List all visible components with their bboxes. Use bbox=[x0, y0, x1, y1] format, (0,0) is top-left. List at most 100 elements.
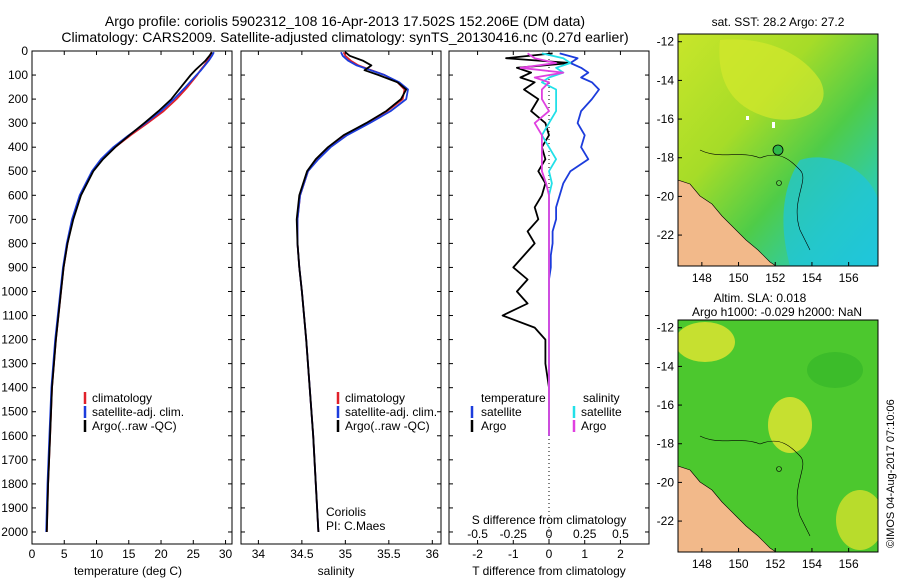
depth-tick-label: 700 bbox=[8, 212, 28, 226]
pi-label: PI: C.Maes bbox=[326, 519, 385, 533]
legend-label-argo: Argo(..raw -QC) bbox=[92, 419, 177, 433]
lon-tick-label: 156 bbox=[839, 557, 859, 571]
x-tick-label: 35.5 bbox=[377, 547, 401, 561]
depth-tick-label: 1600 bbox=[1, 429, 28, 443]
x-tick-label: 30 bbox=[219, 547, 233, 561]
lon-tick-label: 148 bbox=[692, 271, 712, 285]
lat-tick-label: -20 bbox=[657, 189, 675, 203]
depth-axis: 0 100 200 300 400 500 600 700 800 900 1000 1100 1200… bbox=[1, 44, 649, 539]
lat-tick-label: -22 bbox=[657, 514, 675, 528]
depth-tick-label: 1300 bbox=[1, 357, 28, 371]
salinity-legend: climatology satellite-adj. clim. Argo(..… bbox=[336, 391, 437, 433]
lon-tick-label: 150 bbox=[729, 271, 749, 285]
x-tick-label: 15 bbox=[122, 547, 136, 561]
legend-label-t-argo: Argo bbox=[481, 419, 507, 433]
data-centre-label: Coriolis bbox=[326, 505, 366, 519]
depth-tick-label: 500 bbox=[8, 164, 28, 178]
lon-tick-label: 154 bbox=[802, 557, 822, 571]
sla-low-patch bbox=[807, 352, 863, 388]
series-line-climatology bbox=[45, 51, 213, 533]
x-tick-label: 1 bbox=[581, 547, 588, 561]
sla-high-patch bbox=[768, 397, 812, 453]
salinity-series bbox=[295, 51, 409, 533]
sst-no-data-pixel bbox=[746, 116, 749, 120]
depth-tick-label: 600 bbox=[8, 188, 28, 202]
difference-legend: temperature satellite Argo salinity sate… bbox=[470, 391, 622, 433]
depth-tick-label: 1000 bbox=[1, 284, 28, 298]
temperature-legend: climatology satellite-adj. clim. Argo(..… bbox=[83, 391, 184, 433]
sla-map bbox=[678, 320, 878, 552]
difference-x-axis: -2 -1 0 1 2 -0.5 -0.25 0 0.25 0.5 bbox=[467, 51, 629, 561]
series-line-s-argo bbox=[519, 52, 565, 436]
depth-tick-label: 900 bbox=[8, 260, 28, 274]
lon-tick-label: 154 bbox=[802, 271, 822, 285]
x-tick-label: 20 bbox=[154, 547, 168, 561]
sst-map-axes: 148 150 152 154 156 -12 -14 -16 -18 -20 -22 bbox=[657, 35, 859, 285]
series-line-argo-raw-qc- bbox=[295, 51, 408, 533]
sst-map-frame bbox=[677, 33, 879, 267]
s-diff-tick-label: 0 bbox=[546, 527, 553, 541]
lon-tick-label: 152 bbox=[765, 271, 785, 285]
title-line-1: Argo profile: coriolis 5902312_108 16-Ap… bbox=[105, 13, 585, 29]
sla-map-frame bbox=[677, 319, 879, 553]
series-line-climatology bbox=[296, 51, 406, 533]
lat-tick-label: -12 bbox=[657, 35, 675, 49]
lon-tick-label: 152 bbox=[765, 557, 785, 571]
depth-tick-label: 1900 bbox=[1, 501, 28, 515]
lat-tick-label: -22 bbox=[657, 228, 675, 242]
depth-tick-label: 1400 bbox=[1, 381, 28, 395]
temperature-series bbox=[45, 51, 215, 533]
lat-tick-label: -14 bbox=[657, 359, 675, 373]
depth-tick-label: 1200 bbox=[1, 333, 28, 347]
legend-label-satellite: satellite-adj. clim. bbox=[345, 405, 437, 419]
lat-tick-label: -18 bbox=[657, 151, 675, 165]
x-tick-label: 34.5 bbox=[290, 547, 314, 561]
sla-land bbox=[678, 465, 777, 552]
salinity-axis-label: salinity bbox=[318, 564, 355, 578]
lat-tick-label: -16 bbox=[657, 398, 675, 412]
x-tick-label: 5 bbox=[61, 547, 68, 561]
depth-tick-label: 0 bbox=[21, 44, 28, 58]
x-tick-label: 25 bbox=[187, 547, 201, 561]
argo-position-marker bbox=[772, 144, 784, 156]
salinity-panel-frame bbox=[240, 50, 442, 545]
lat-tick-label: -20 bbox=[657, 475, 675, 489]
lat-tick-label: -16 bbox=[657, 112, 675, 126]
depth-tick-label: 1100 bbox=[2, 309, 28, 323]
depth-tick-label: 300 bbox=[8, 116, 28, 130]
s-diff-tick-label: -0.25 bbox=[500, 527, 528, 541]
depth-tick-label: 400 bbox=[8, 140, 28, 154]
depth-tick-label: 100 bbox=[8, 68, 28, 82]
legend-label-climatology: climatology bbox=[345, 391, 405, 405]
legend-label-t-satellite: satellite bbox=[481, 405, 522, 419]
x-tick-label: 36 bbox=[426, 547, 440, 561]
x-tick-label: 2 bbox=[617, 547, 624, 561]
legend-header-salinity: salinity bbox=[583, 391, 620, 405]
lon-tick-label: 148 bbox=[692, 557, 712, 571]
legend-header-temperature: temperature bbox=[481, 391, 546, 405]
sst-map bbox=[678, 34, 878, 266]
sla-map-title-2: Argo h1000: -0.029 h2000: NaN bbox=[692, 305, 862, 319]
sst-land bbox=[678, 179, 777, 266]
series-line-s-satellite bbox=[541, 52, 572, 436]
difference-series bbox=[501, 52, 600, 436]
x-tick-label: 0 bbox=[29, 547, 36, 561]
series-line-t-argo bbox=[501, 52, 572, 436]
sst-island bbox=[776, 180, 782, 186]
depth-tick-label: 200 bbox=[8, 92, 28, 106]
s-difference-axis-label: S difference from climatology bbox=[472, 513, 627, 527]
lat-tick-label: -14 bbox=[657, 73, 675, 87]
temperature-axis-label: temperature (deg C) bbox=[74, 564, 182, 578]
legend-label-s-argo: Argo bbox=[581, 419, 607, 433]
depth-tick-label: 800 bbox=[8, 236, 28, 250]
x-tick-label: 0 bbox=[546, 547, 553, 561]
lat-tick-label: -12 bbox=[657, 321, 675, 335]
legend-label-s-satellite: satellite bbox=[581, 405, 622, 419]
series-line-argo-raw-qc- bbox=[45, 51, 213, 533]
depth-tick-label: 1700 bbox=[1, 453, 28, 467]
legend-label-argo: Argo(..raw -QC) bbox=[345, 419, 430, 433]
temperature-panel-frame bbox=[31, 50, 233, 545]
sla-reef-outline bbox=[699, 435, 811, 537]
depth-tick-label: 1800 bbox=[1, 477, 28, 491]
depth-tick-label: 1500 bbox=[1, 405, 28, 419]
